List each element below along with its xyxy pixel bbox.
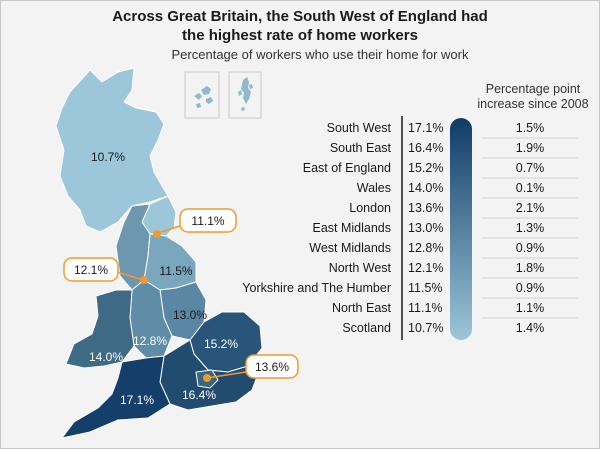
color-scale-bar <box>450 118 472 340</box>
region-name: Yorkshire and The Humber <box>242 281 391 295</box>
inset-box-orkney <box>184 71 220 119</box>
region-value: 15.2% <box>408 161 443 175</box>
table-row: North East 11.1% 1.1% <box>332 301 578 319</box>
table-row: West Midlands 12.8% 0.9% <box>309 241 578 259</box>
shetland-islands <box>238 77 253 111</box>
map-label-south-west: 17.1% <box>120 393 154 407</box>
orkney-islands <box>194 86 213 108</box>
table-rows: South West 17.1% 1.5% South East 16.4% 1.9% Ea… <box>242 121 578 335</box>
region-increase: 1.4% <box>516 321 545 335</box>
region-name: North East <box>332 301 392 315</box>
callout-dot-north-east <box>153 230 161 238</box>
region-value: 17.1% <box>408 121 443 135</box>
region-scotland <box>55 67 169 233</box>
map-label-south-east: 16.4% <box>182 388 216 402</box>
callout-dot-north-west <box>140 276 148 284</box>
region-name: East of England <box>303 161 391 175</box>
table-row: London 13.6% 2.1% <box>349 201 578 219</box>
callout-dot-london <box>203 374 211 382</box>
callout-label-north-west: 12.1% <box>74 263 108 277</box>
table-row: Yorkshire and The Humber 11.5% 0.9% <box>242 281 578 299</box>
table-row: East Midlands 13.0% 1.3% <box>312 221 578 239</box>
map-label-scotland: 10.7% <box>91 150 125 164</box>
table-row: Wales 14.0% 0.1% <box>357 181 578 199</box>
increase-header-line-1: Percentage point <box>485 82 581 96</box>
table-row: North West 12.1% 1.8% <box>329 261 578 279</box>
callout-line-north-east <box>157 225 181 234</box>
region-value: 10.7% <box>408 321 443 335</box>
map-label-yorkshire: 11.5% <box>159 264 192 278</box>
region-name: East Midlands <box>312 221 391 235</box>
region-name: South West <box>327 121 392 135</box>
region-name: Scotland <box>342 321 391 335</box>
callout-label-north-east: 11.1% <box>191 214 224 228</box>
region-name: South East <box>330 141 392 155</box>
callout-line-london <box>206 371 247 379</box>
region-value: 14.0% <box>408 181 443 195</box>
region-name: Wales <box>357 181 391 195</box>
chart-title-line-1: Across Great Britain, the South West of … <box>112 8 488 25</box>
map-label-east-midlands: 13.0% <box>173 308 207 322</box>
callout-line-north-west <box>116 271 144 281</box>
chart-title: Across Great Britain, the South West of … <box>0 7 600 45</box>
callout-london: 13.6% <box>203 354 299 382</box>
region-value: 11.1% <box>408 301 443 315</box>
increase-header-line-2: increase since 2008 <box>477 97 589 111</box>
callout-label-london: 13.6% <box>255 360 289 374</box>
callout-north-west: 12.1% <box>63 257 148 284</box>
region-increase: 0.7% <box>516 161 545 175</box>
callout-north-east: 11.1% <box>153 208 237 238</box>
region-increase: 1.9% <box>516 141 545 155</box>
region-value: 13.0% <box>408 221 443 235</box>
increase-column-header: Percentage point increase since 2008 <box>470 82 596 112</box>
region-yorkshire <box>143 233 197 291</box>
map-value-labels: 10.7% 11.5% 13.0% 12.8% 14.0% 15.2% 16.4… <box>89 150 238 407</box>
table-row: Scotland 10.7% 1.4% <box>342 321 544 335</box>
table-row: East of England 15.2% 0.7% <box>303 161 578 179</box>
region-south-west <box>61 355 171 439</box>
region-value: 13.6% <box>408 201 443 215</box>
region-name: North West <box>329 261 392 275</box>
region-value: 12.1% <box>408 261 443 275</box>
island-insets <box>184 71 262 119</box>
region-increase: 0.9% <box>516 281 545 295</box>
region-value: 12.8% <box>408 241 443 255</box>
map-label-wales: 14.0% <box>89 350 123 364</box>
region-wales <box>65 289 135 369</box>
callout-box-north-east <box>179 208 237 233</box>
callout-box-london <box>245 354 299 379</box>
table-row: South West 17.1% 1.5% <box>327 121 578 139</box>
region-increase: 2.1% <box>516 201 545 215</box>
region-name: West Midlands <box>309 241 391 255</box>
table-row: South East 16.4% 1.9% <box>330 141 578 159</box>
callout-box-north-west <box>63 257 119 282</box>
region-name: London <box>349 201 391 215</box>
region-increase: 0.9% <box>516 241 545 255</box>
region-increase: 0.1% <box>516 181 545 195</box>
chart-title-line-2: the highest rate of home workers <box>182 27 418 44</box>
chart-subtitle: Percentage of workers who use their home… <box>171 47 469 62</box>
map-label-east-of-england: 15.2% <box>204 337 238 351</box>
inset-box-shetland <box>228 71 262 119</box>
region-value: 16.4% <box>408 141 443 155</box>
region-increase: 1.8% <box>516 261 545 275</box>
region-map <box>55 67 263 439</box>
region-increase: 1.5% <box>516 121 545 135</box>
map-label-west-midlands: 12.8% <box>133 334 167 348</box>
region-value: 11.5% <box>408 281 443 295</box>
region-increase: 1.1% <box>516 301 545 315</box>
region-increase: 1.3% <box>516 221 545 235</box>
